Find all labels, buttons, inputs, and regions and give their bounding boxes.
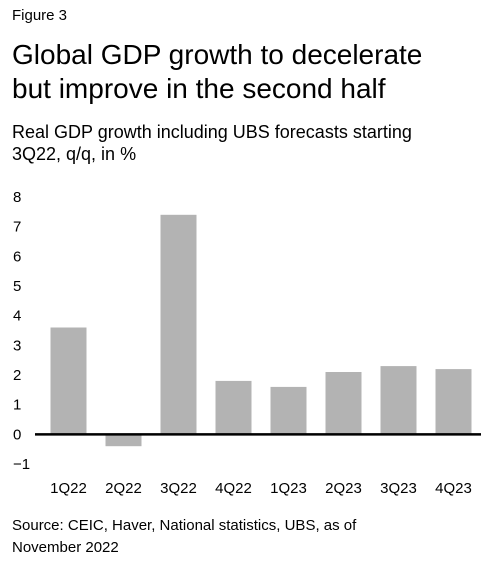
x-tick-label: 2Q23 bbox=[325, 480, 362, 497]
y-tick-label: 5 bbox=[13, 278, 21, 295]
y-tick-label: 8 bbox=[13, 189, 21, 206]
bar-2Q23 bbox=[325, 372, 362, 435]
source-line-2: November 2022 bbox=[12, 539, 119, 556]
chart-title-line-1: Global GDP growth to decelerate bbox=[12, 39, 423, 70]
bar-chart: −1 0 1 2 3 4 5 6 7 8 1Q22 2Q22 3Q22 4Q22 1Q23 2Q23 3Q23… bbox=[13, 189, 481, 497]
bar-4Q22 bbox=[215, 380, 252, 435]
x-tick-label: 4Q23 bbox=[435, 480, 472, 497]
bar-4Q23 bbox=[435, 369, 472, 435]
bar-2Q22 bbox=[105, 434, 142, 447]
chart-title-line-2: but improve in the second half bbox=[12, 73, 386, 104]
source-note: Source: CEIC, Haver, National statistics… bbox=[12, 515, 356, 559]
y-tick-label: 0 bbox=[13, 426, 21, 443]
chart-subtitle-line-1: Real GDP growth including UBS forecasts … bbox=[12, 122, 412, 142]
x-tick-label: 1Q22 bbox=[50, 480, 87, 497]
source-line-1: Source: CEIC, Haver, National statistics… bbox=[12, 517, 357, 534]
y-tick-label: 3 bbox=[13, 337, 21, 354]
y-tick-label: 7 bbox=[13, 219, 21, 236]
chart-subtitle: Real GDP growth including UBS forecasts … bbox=[12, 121, 412, 165]
figure-label: Figure 3 bbox=[12, 7, 68, 24]
chart-subtitle-line-2: 3Q22, q/q, in % bbox=[12, 144, 137, 164]
bar-3Q23 bbox=[380, 366, 417, 435]
y-tick-label: 6 bbox=[13, 248, 21, 265]
y-tick-label: 2 bbox=[13, 367, 21, 384]
bar-1Q22 bbox=[50, 327, 87, 435]
x-tick-label: 4Q22 bbox=[215, 480, 252, 497]
x-tick-label: 3Q23 bbox=[380, 480, 417, 497]
x-tick-label: 1Q23 bbox=[270, 480, 307, 497]
x-tick-label: 3Q22 bbox=[160, 480, 197, 497]
y-tick-label: 1 bbox=[13, 397, 21, 414]
chart-title: Global GDP growth to decelerate but impr… bbox=[12, 38, 422, 106]
y-tick-label: −1 bbox=[13, 456, 30, 473]
x-tick-label: 2Q22 bbox=[105, 480, 142, 497]
y-tick-label: 4 bbox=[13, 308, 21, 325]
bar-1Q23 bbox=[270, 386, 307, 435]
bar-3Q22 bbox=[160, 214, 197, 435]
